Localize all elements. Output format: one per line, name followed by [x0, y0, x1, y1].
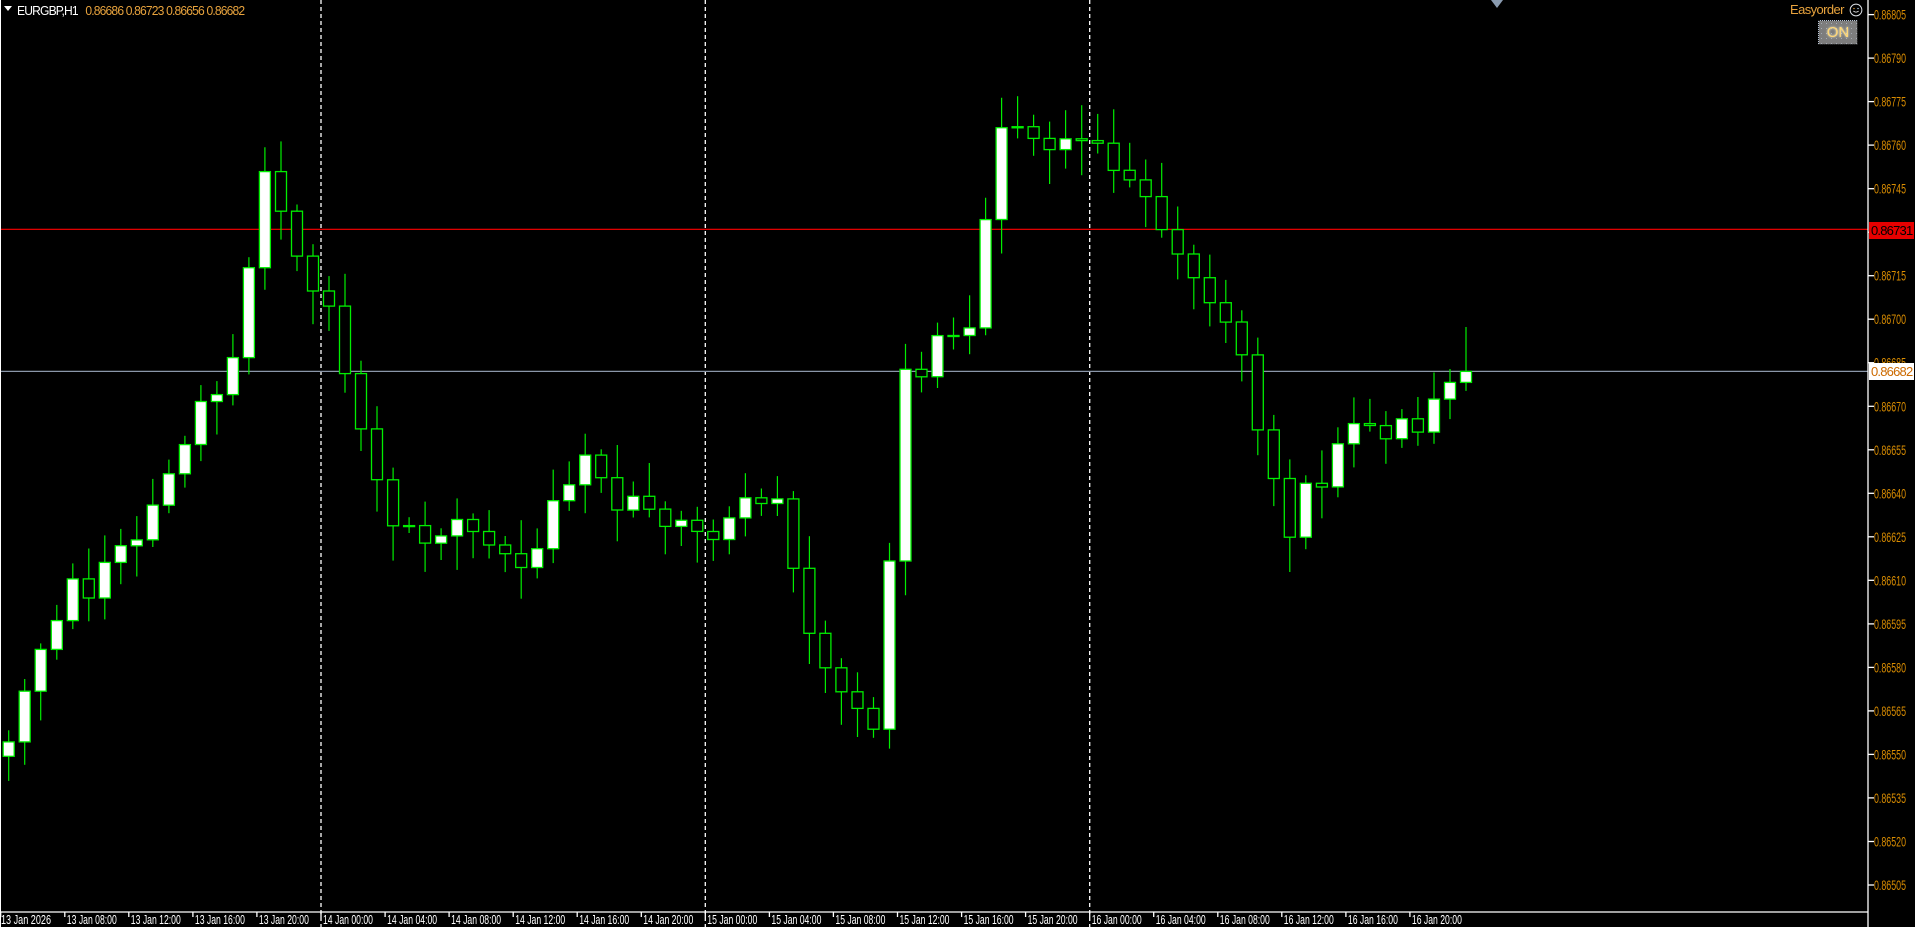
- svg-text:0.86805: 0.86805: [1874, 7, 1906, 23]
- svg-text:0.86640: 0.86640: [1874, 485, 1906, 501]
- svg-text:16 Jan 08:00: 16 Jan 08:00: [1220, 913, 1270, 927]
- svg-text:13 Jan 20:00: 13 Jan 20:00: [259, 913, 309, 927]
- svg-text:16 Jan 00:00: 16 Jan 00:00: [1092, 913, 1142, 927]
- svg-text:16 Jan 04:00: 16 Jan 04:00: [1156, 913, 1206, 927]
- svg-text:15 Jan 16:00: 15 Jan 16:00: [964, 913, 1014, 927]
- svg-text:14 Jan 12:00: 14 Jan 12:00: [515, 913, 565, 927]
- svg-text:0.86595: 0.86595: [1874, 616, 1906, 632]
- svg-text:0.86670: 0.86670: [1874, 398, 1906, 414]
- svg-text:0.86655: 0.86655: [1874, 442, 1906, 458]
- svg-text:15 Jan 08:00: 15 Jan 08:00: [835, 913, 885, 927]
- svg-text:0.86550: 0.86550: [1874, 746, 1906, 762]
- svg-text:0.86625: 0.86625: [1874, 529, 1906, 545]
- svg-text:0.86760: 0.86760: [1874, 137, 1906, 153]
- svg-text:0.86715: 0.86715: [1874, 268, 1906, 284]
- svg-text:14 Jan 04:00: 14 Jan 04:00: [387, 913, 437, 927]
- svg-text:0.86505: 0.86505: [1874, 877, 1906, 893]
- svg-text:0.86610: 0.86610: [1874, 572, 1906, 588]
- svg-text:0.86520: 0.86520: [1874, 834, 1906, 850]
- svg-text:16 Jan 20:00: 16 Jan 20:00: [1412, 913, 1462, 927]
- svg-text:0.86775: 0.86775: [1874, 94, 1906, 110]
- svg-text:0.86790: 0.86790: [1874, 50, 1906, 66]
- svg-text:15 Jan 00:00: 15 Jan 00:00: [707, 913, 757, 927]
- svg-text:16 Jan 16:00: 16 Jan 16:00: [1348, 913, 1398, 927]
- svg-text:13 Jan 2026: 13 Jan 2026: [1, 913, 51, 927]
- svg-text:14 Jan 16:00: 14 Jan 16:00: [579, 913, 629, 927]
- svg-text:14 Jan 08:00: 14 Jan 08:00: [451, 913, 501, 927]
- svg-text:14 Jan 20:00: 14 Jan 20:00: [643, 913, 693, 927]
- svg-text:14 Jan 00:00: 14 Jan 00:00: [323, 913, 373, 927]
- svg-text:0.86745: 0.86745: [1874, 181, 1906, 197]
- svg-text:13 Jan 08:00: 13 Jan 08:00: [67, 913, 117, 927]
- svg-text:15 Jan 20:00: 15 Jan 20:00: [1028, 913, 1078, 927]
- svg-text:0.86700: 0.86700: [1874, 311, 1906, 327]
- svg-text:0.86580: 0.86580: [1874, 659, 1906, 675]
- svg-text:16 Jan 12:00: 16 Jan 12:00: [1284, 913, 1334, 927]
- svg-text:13 Jan 12:00: 13 Jan 12:00: [131, 913, 181, 927]
- svg-text:15 Jan 04:00: 15 Jan 04:00: [771, 913, 821, 927]
- svg-text:15 Jan 12:00: 15 Jan 12:00: [900, 913, 950, 927]
- svg-text:13 Jan 16:00: 13 Jan 16:00: [195, 913, 245, 927]
- svg-text:0.86535: 0.86535: [1874, 790, 1906, 806]
- svg-text:0.86565: 0.86565: [1874, 703, 1906, 719]
